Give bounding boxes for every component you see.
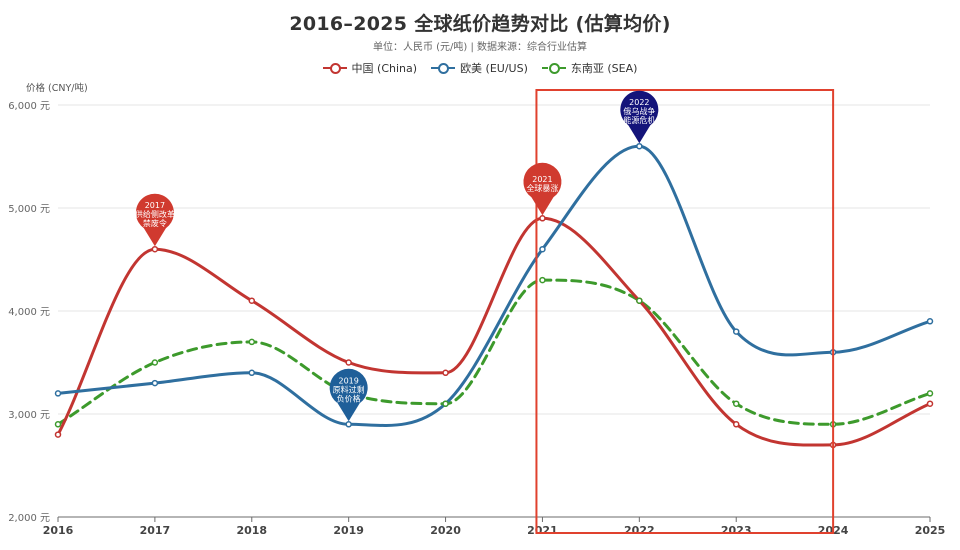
x-tick-label-2020: 2020 <box>430 524 461 537</box>
annotation-text-2019-0: 2019 <box>338 376 358 385</box>
y-tick-label-3000: 3,000 元 <box>8 410 50 421</box>
data-point-eu-us-2016 <box>54 390 62 397</box>
x-tick-label-2023: 2023 <box>721 524 752 537</box>
annotation-text-2019-2: 负价格 <box>337 393 361 403</box>
data-point-eu-us-2018 <box>248 369 256 377</box>
legend-item-eu-us[interactable]: 欧美 (EU/US) <box>431 60 528 76</box>
data-point-sea-2016 <box>54 421 62 428</box>
legend-label-sea: 东南亚 (SEA) <box>570 62 638 75</box>
chart-title: 2016–2025 全球纸价趋势对比 (估算均价) <box>289 13 671 35</box>
annotation-pin-2021 <box>523 162 562 216</box>
data-point-sea-2025 <box>926 390 934 397</box>
legend-swatch-eu-us <box>431 63 456 74</box>
legend-swatch-sea <box>541 63 566 74</box>
legend-label-china: 中国 (China) <box>351 62 418 75</box>
data-point-china-2016 <box>54 431 62 438</box>
series-line-sea <box>56 278 932 426</box>
annotation-text-2022-1: 俄乌战争 <box>623 106 655 116</box>
data-point-eu-us-2019 <box>345 421 352 428</box>
legend-label-eu-us: 欧美 (EU/US) <box>460 62 528 75</box>
data-point-sea-2017 <box>151 359 159 366</box>
series-line-china <box>56 216 932 447</box>
data-point-china-2025 <box>926 400 934 407</box>
data-point-china-2023 <box>732 421 740 428</box>
data-point-china-2017 <box>151 245 159 253</box>
data-point-eu-us-2023 <box>732 328 740 335</box>
data-point-sea-2021 <box>539 276 546 284</box>
data-point-eu-us-2022 <box>636 142 643 150</box>
x-tick-label-2022: 2022 <box>624 524 655 537</box>
x-tick-label-2018: 2018 <box>236 524 267 537</box>
x-tick-label-2017: 2017 <box>140 524 171 537</box>
y-tick-label-5000: 5,000 元 <box>8 204 50 215</box>
y-tick-label-6000: 6,000 元 <box>8 101 50 112</box>
annotation-text-2022-2: 能源危机 <box>623 115 655 125</box>
x-tick-label-2025: 2025 <box>915 524 946 537</box>
annotation-pin-2022 <box>620 90 659 144</box>
legend-swatch-china <box>322 63 347 74</box>
legend-item-sea[interactable]: 东南亚 (SEA) <box>541 60 638 76</box>
x-tick-label-2021: 2021 <box>527 524 558 537</box>
data-point-eu-us-2017 <box>151 379 159 387</box>
annotation-pin-2019 <box>329 368 368 422</box>
data-point-sea-2020 <box>442 400 449 407</box>
chart-subtitle: 单位：人民币 (元/吨) | 数据来源：综合行业估算 <box>372 42 588 53</box>
annotation-text-2021-0: 2021 <box>532 175 552 184</box>
y-axis-label: 价格 (CNY/吨) <box>26 82 88 94</box>
data-point-eu-us-2025 <box>926 318 934 325</box>
data-point-sea-2022 <box>636 297 643 304</box>
series-line-eu-us <box>56 144 932 427</box>
y-tick-label-2000: 2,000 元 <box>8 513 50 524</box>
annotation-text-2022-0: 2022 <box>629 98 649 107</box>
annotation-text-2017-0: 2017 <box>145 201 165 210</box>
x-tick-label-2019: 2019 <box>333 524 364 537</box>
data-point-china-2019 <box>345 359 352 366</box>
annotation-text-2021-1: 全球暴涨 <box>526 183 558 193</box>
data-point-china-2018 <box>248 297 256 304</box>
data-point-sea-2023 <box>732 400 740 407</box>
x-tick-label-2016: 2016 <box>43 524 74 537</box>
highlight-box <box>535 89 835 534</box>
data-point-sea-2018 <box>248 338 256 346</box>
y-tick-label-4000: 4,000 元 <box>8 307 50 318</box>
legend: 中国 (China) 欧美 (EU/US) 东南亚 (SEA) <box>0 60 960 76</box>
annotation-text-2017-1: 供给侧改革 <box>135 209 175 219</box>
data-point-china-2020 <box>442 369 449 377</box>
legend-item-china[interactable]: 中国 (China) <box>322 60 418 76</box>
annotation-text-2017-2: 禁废令 <box>143 218 167 228</box>
annotation-pin-2017 <box>135 193 174 247</box>
data-point-eu-us-2021 <box>539 245 546 253</box>
data-point-china-2021 <box>539 215 546 222</box>
annotation-text-2019-1: 原料过剩 <box>333 384 365 394</box>
